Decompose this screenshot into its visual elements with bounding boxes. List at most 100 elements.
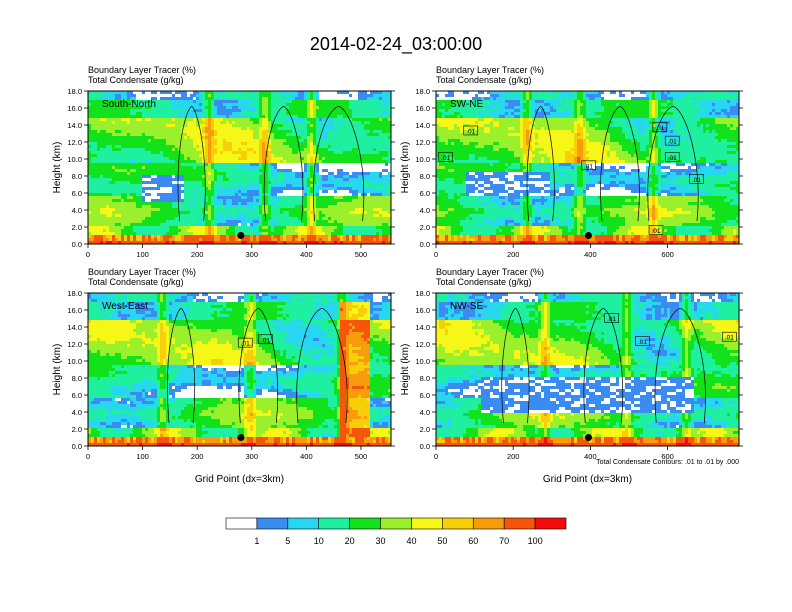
field-cell (103, 211, 107, 215)
field-cell (298, 142, 302, 146)
field-cell (196, 106, 200, 110)
field-cell (244, 202, 248, 206)
field-cell (340, 211, 344, 215)
field-cell (274, 220, 278, 224)
field-cell (355, 121, 359, 125)
field-cell (298, 208, 302, 212)
field-cell (172, 103, 176, 107)
field-cell (355, 112, 359, 116)
field-cell (145, 226, 149, 230)
field-cell (94, 127, 98, 131)
field-cell (274, 199, 278, 203)
field-cell (142, 145, 146, 149)
field-cell (277, 118, 281, 122)
field-cell (166, 160, 170, 164)
field-cell (274, 187, 278, 191)
field-cell (172, 109, 176, 113)
field-cell (136, 136, 140, 140)
field-cell (145, 169, 149, 173)
field-cell (214, 115, 218, 119)
field-cell (361, 229, 365, 233)
field-cell (382, 181, 386, 185)
field-cell (331, 190, 335, 194)
field-cell (256, 193, 260, 197)
field-cell (118, 196, 122, 200)
field-cell (88, 148, 92, 152)
field-cell (298, 223, 302, 227)
field-cell (373, 130, 377, 134)
field-cell (127, 109, 131, 113)
field-cell (142, 97, 146, 101)
field-cell (283, 208, 287, 212)
field-cell (199, 178, 203, 182)
field-cell (367, 184, 371, 188)
field-cell (256, 160, 260, 164)
field-cell (376, 148, 380, 152)
field-cell (250, 154, 254, 158)
field-cell (268, 223, 272, 227)
field-cell (103, 229, 107, 233)
field-cell (277, 217, 281, 221)
field-cell (217, 175, 221, 179)
field-cell (214, 109, 218, 113)
field-cell (355, 229, 359, 233)
field-cell (316, 127, 320, 131)
field-cell (112, 100, 116, 104)
field-cell (127, 217, 131, 221)
field-cell (313, 211, 317, 215)
field-cell (250, 208, 254, 212)
field-cell (265, 172, 269, 176)
field-cell (124, 166, 128, 170)
field-cell (292, 235, 296, 239)
field-cell (145, 142, 149, 146)
field-cell (232, 205, 236, 209)
field-cell (379, 112, 383, 116)
field-cell (184, 238, 188, 242)
field-cell (178, 124, 182, 128)
field-cell (97, 169, 101, 173)
field-cell (307, 109, 311, 113)
field-cell (328, 169, 332, 173)
field-cell (175, 136, 179, 140)
field-cell (247, 112, 251, 116)
field-cell (121, 97, 125, 101)
field-cell (154, 112, 158, 116)
field-cell (226, 109, 230, 113)
field-cell (190, 139, 194, 143)
field-cell (112, 184, 116, 188)
field-cell (280, 142, 284, 146)
field-cell (343, 103, 347, 107)
field-cell (373, 160, 377, 164)
field-cell (190, 103, 194, 107)
field-cell (232, 217, 236, 221)
field-cell (340, 94, 344, 98)
field-cell (307, 106, 311, 110)
field-cell (127, 169, 131, 173)
field-cell (307, 226, 311, 230)
field-cell (349, 91, 353, 95)
field-cell (310, 136, 314, 140)
field-cell (196, 169, 200, 173)
field-cell (298, 211, 302, 215)
field-cell (205, 229, 209, 233)
field-cell (166, 112, 170, 116)
field-cell (286, 190, 290, 194)
field-cell (181, 205, 185, 209)
field-cell (130, 148, 134, 152)
field-cell (97, 190, 101, 194)
field-cell (226, 166, 230, 170)
field-cell (304, 154, 308, 158)
field-cell (271, 208, 275, 212)
field-cell (136, 199, 140, 203)
field-cell (349, 130, 353, 134)
field-cell (169, 193, 173, 197)
field-cell (133, 142, 137, 146)
field-cell (304, 190, 308, 194)
field-cell (283, 232, 287, 236)
field-cell (376, 100, 380, 104)
field-cell (88, 172, 92, 176)
field-cell (244, 142, 248, 146)
field-cell (265, 124, 269, 128)
field-cell (316, 166, 320, 170)
field-cell (349, 94, 353, 98)
